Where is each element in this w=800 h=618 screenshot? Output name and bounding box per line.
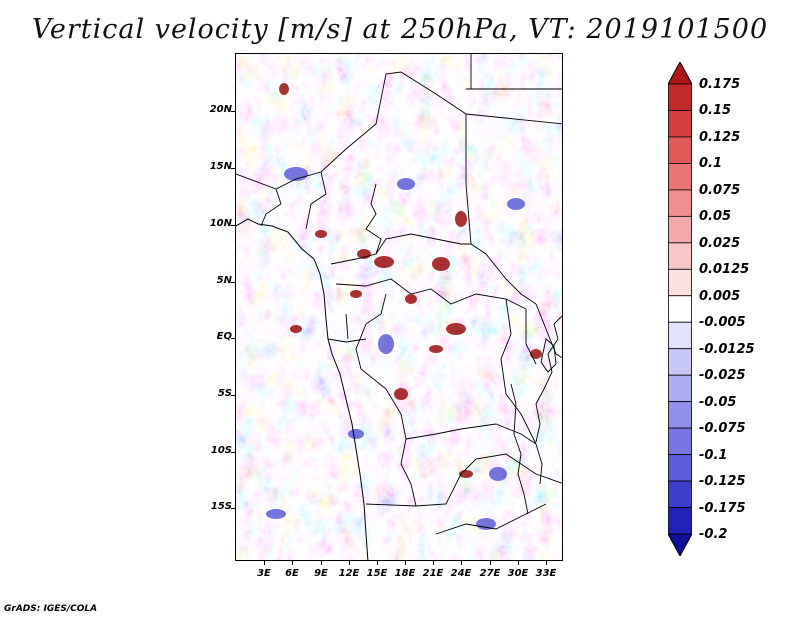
country-borders bbox=[236, 54, 562, 535]
lon-label-21e: 21E bbox=[422, 568, 444, 579]
colorbar-label: 0.15 bbox=[699, 103, 732, 119]
colorbar-label: 0.005 bbox=[699, 288, 741, 304]
colorbar-segment bbox=[668, 110, 692, 138]
colorbar-segment bbox=[668, 454, 692, 482]
colorbar-label: 0.05 bbox=[699, 209, 732, 225]
colorbar-top-arrow bbox=[668, 62, 692, 85]
colorbar-label: -0.075 bbox=[699, 421, 746, 437]
lat-tick bbox=[231, 111, 235, 112]
colorbar-label: 0.0125 bbox=[699, 262, 750, 278]
lon-label-27e: 27E bbox=[479, 568, 501, 579]
colorbar-label: -0.0125 bbox=[699, 341, 755, 357]
colorbar-segment bbox=[668, 374, 692, 403]
lon-tick bbox=[292, 561, 293, 565]
colorbar-segment bbox=[668, 163, 692, 191]
lon-tick bbox=[377, 561, 378, 565]
velocity-highlights bbox=[236, 54, 562, 560]
lat-label-15s: 15S bbox=[210, 501, 232, 512]
strong-updraft-cells bbox=[279, 83, 542, 478]
lon-label-24e: 24E bbox=[450, 568, 472, 579]
colorbar-segment bbox=[668, 507, 692, 535]
colorbar-segment bbox=[668, 83, 692, 111]
colorbar-label: 0.175 bbox=[699, 77, 741, 92]
lat-tick bbox=[231, 395, 235, 396]
colorbar-label: 0.125 bbox=[699, 129, 741, 145]
lakes bbox=[510, 338, 557, 515]
lon-label-30e: 30E bbox=[507, 568, 529, 579]
colorbar-segment bbox=[668, 242, 692, 270]
east-coastline bbox=[535, 315, 562, 443]
lat-label-10n: 10N bbox=[209, 218, 232, 229]
colorbar-segment bbox=[668, 215, 692, 244]
lon-tick bbox=[461, 561, 462, 565]
lon-tick bbox=[546, 561, 547, 565]
colorbar-label: -0.175 bbox=[699, 500, 746, 516]
colorbar-segment bbox=[668, 321, 692, 350]
coastline bbox=[236, 218, 369, 560]
lon-tick bbox=[433, 561, 434, 565]
lon-label-12e: 12E bbox=[338, 568, 360, 579]
lat-label-10s: 10S bbox=[210, 445, 232, 456]
lon-tick bbox=[321, 561, 322, 565]
lon-label-33e: 33E bbox=[535, 568, 557, 579]
colorbar-segment bbox=[668, 136, 692, 164]
lat-label-20n: 20N bbox=[209, 104, 232, 115]
lat-tick bbox=[231, 338, 235, 339]
colorbar-label: -0.05 bbox=[699, 394, 737, 410]
colorbar-segment bbox=[668, 268, 692, 297]
lon-tick bbox=[518, 561, 519, 565]
lat-label-15n: 15N bbox=[209, 161, 232, 172]
colorbar-segment bbox=[668, 480, 692, 508]
lon-label-6e: 6E bbox=[285, 568, 299, 579]
lon-tick bbox=[405, 561, 406, 565]
colorbar-label: -0.1 bbox=[699, 447, 728, 463]
lon-label-3e: 3E bbox=[257, 568, 271, 579]
lat-tick bbox=[231, 282, 235, 283]
colorbar-label: 0.1 bbox=[699, 156, 723, 172]
lat-label-eq: EQ bbox=[216, 331, 232, 342]
lon-tick bbox=[349, 561, 350, 565]
colorbar-segment bbox=[668, 189, 692, 217]
lon-label-15e: 15E bbox=[366, 568, 388, 579]
colorbar-label: -0.2 bbox=[699, 527, 728, 542]
lat-tick bbox=[231, 452, 235, 453]
software-credit: GrADS: IGES/COLA bbox=[4, 604, 98, 614]
colorbar-segment bbox=[668, 401, 692, 429]
map-panel bbox=[235, 53, 563, 561]
chart-title: Vertical velocity [m/s] at 250hPa, VT: 2… bbox=[31, 14, 769, 45]
colorbar-label: 0.075 bbox=[699, 182, 741, 198]
colorbar-label: -0.125 bbox=[699, 474, 746, 490]
lat-tick bbox=[231, 168, 235, 169]
lon-tick bbox=[264, 561, 265, 565]
lon-tick bbox=[490, 561, 491, 565]
lon-label-18e: 18E bbox=[394, 568, 416, 579]
colorbar bbox=[668, 62, 692, 556]
colorbar-bottom-arrow bbox=[668, 533, 692, 556]
colorbar-label: 0.025 bbox=[699, 235, 741, 251]
vertical-velocity-field bbox=[236, 54, 562, 560]
lat-tick bbox=[231, 225, 235, 226]
colorbar-segment bbox=[668, 427, 692, 455]
lat-tick bbox=[231, 508, 235, 509]
colorbar-segment bbox=[668, 295, 692, 323]
colorbar-label: -0.005 bbox=[699, 315, 746, 331]
colorbar-segment bbox=[668, 348, 692, 376]
lat-label-5s: 5S bbox=[217, 388, 232, 399]
lat-label-5n: 5N bbox=[216, 275, 232, 286]
colorbar-label: -0.025 bbox=[699, 368, 746, 384]
lon-label-9e: 9E bbox=[314, 568, 328, 579]
